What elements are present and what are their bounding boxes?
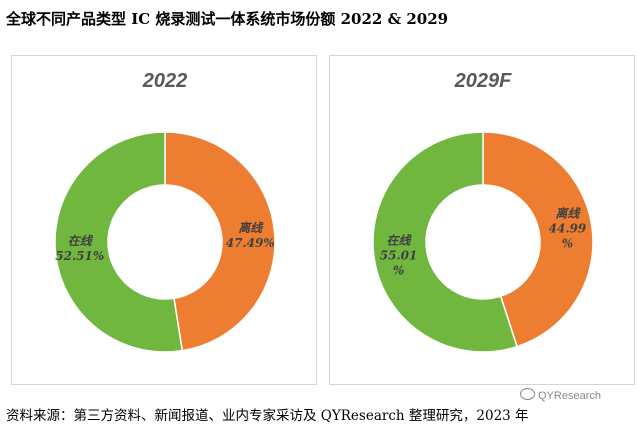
slice-data-label: 在线 55.01% bbox=[380, 233, 418, 277]
chart-title: 全球不同产品类型 IC 烧录测试一体系统市场份额 2022 & 2029 bbox=[6, 10, 449, 28]
slice-data-label: 离线 44.99% bbox=[549, 207, 587, 251]
watermark-text: QYResearch bbox=[538, 390, 601, 402]
donut-slices bbox=[54, 131, 276, 353]
donut-slices bbox=[372, 131, 594, 353]
donut-slice-offline bbox=[164, 131, 276, 352]
chart-panel-2029f: 2029F 离线 44.99% 在线 55.01% bbox=[329, 55, 635, 385]
slice-data-label: 在线 52.51% bbox=[55, 234, 104, 263]
donut-chart-2029f: 2029F 离线 44.99 % 在线 55.01% bbox=[372, 70, 594, 353]
slice-data-label: 离线 47.49% bbox=[226, 221, 275, 250]
chart-year-title: 2022 bbox=[142, 70, 188, 92]
donut-labels: 离线 44.99 % 在线 55.01% bbox=[380, 207, 587, 278]
donut-slice-online bbox=[372, 131, 519, 353]
source-note: 资料来源：第三方资料、新闻报道、业内专家采访及 QYResearch 整理研究，… bbox=[6, 408, 529, 424]
donut-labels: 离线 47.49% 在线 52.51% bbox=[55, 221, 274, 263]
chart-year-title: 2029F bbox=[454, 70, 512, 92]
donut-slice-online bbox=[54, 131, 184, 353]
wechat-icon bbox=[520, 388, 535, 400]
watermark: QYResearch bbox=[520, 388, 601, 402]
donut-slice-offline bbox=[482, 131, 594, 348]
donut-chart-2022: 2022 离线 47.49% 在线 52.51% bbox=[54, 70, 276, 353]
chart-panel-2022: 2022 离线 47.49% 在线 52.51% bbox=[11, 55, 317, 385]
